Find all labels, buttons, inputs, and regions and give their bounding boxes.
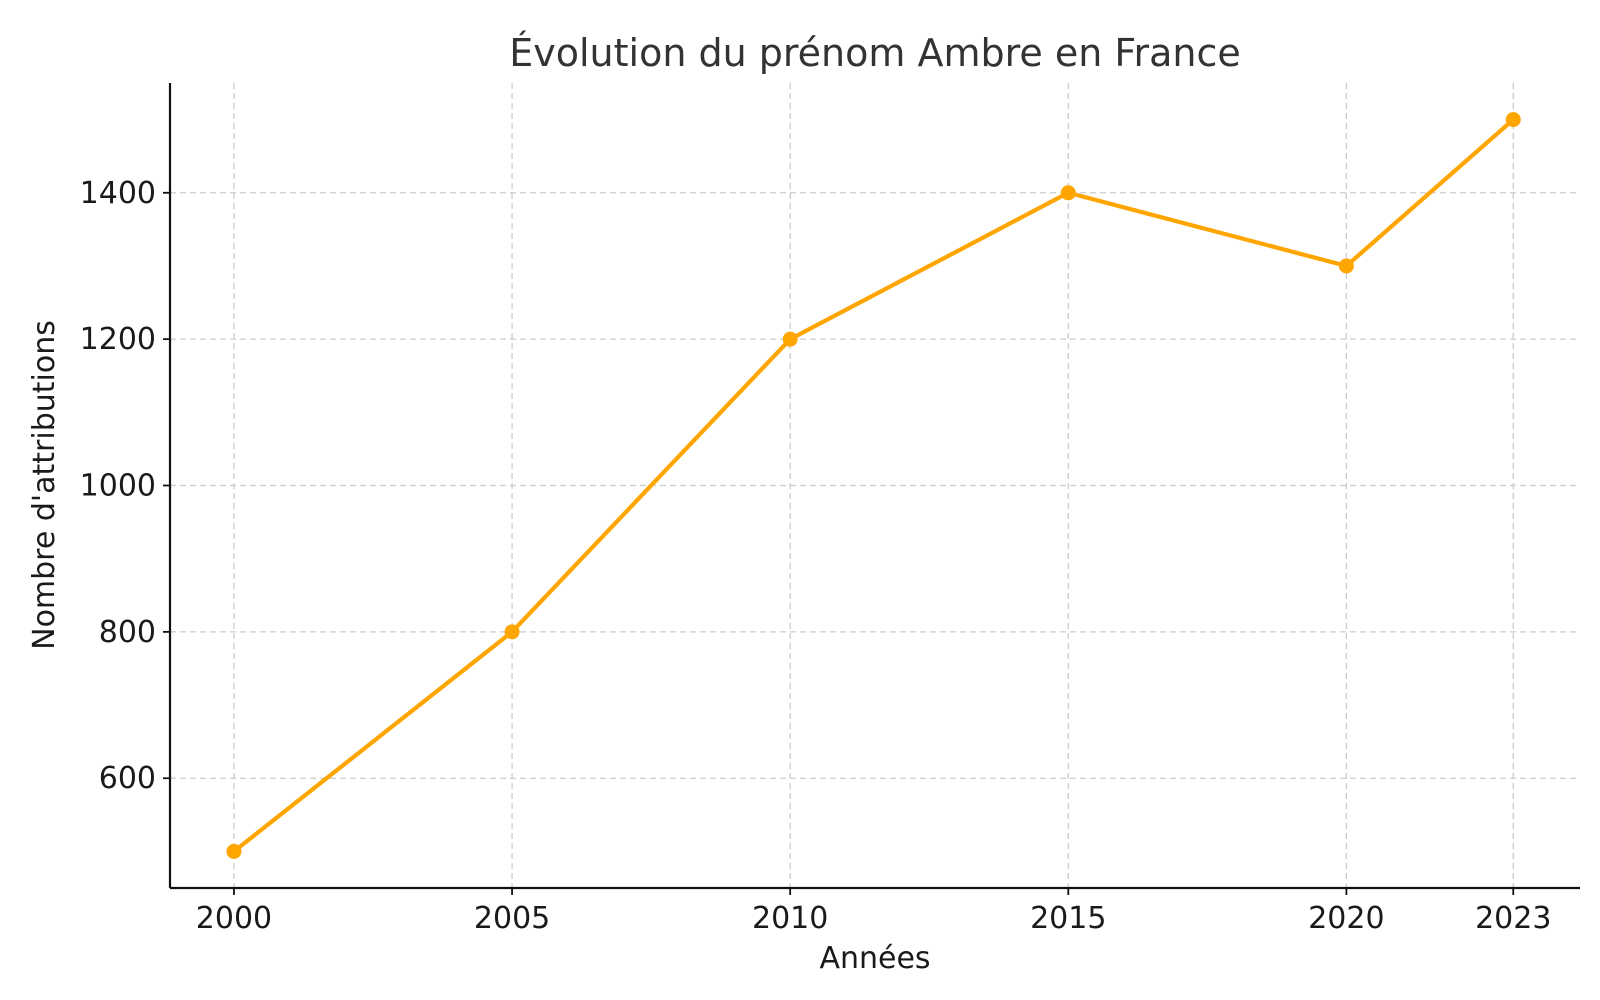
data-point xyxy=(1505,112,1521,128)
data-point xyxy=(226,843,242,859)
x-tick-label: 2020 xyxy=(1308,901,1384,936)
tick-layer: 2000 2005 2010 2015 2020 2023 600 800 1000 1200 14… xyxy=(80,176,1552,936)
chart-title: Évolution du prénom Ambre en France xyxy=(509,31,1241,75)
grid-layer xyxy=(170,83,1580,888)
data-point xyxy=(1060,185,1076,201)
series-layer xyxy=(226,112,1521,859)
x-tick-label: 2023 xyxy=(1475,901,1551,936)
x-tick-label: 2015 xyxy=(1030,901,1106,936)
y-axis-label: Nombre d'attributions xyxy=(27,320,62,650)
data-point xyxy=(1338,258,1354,274)
data-point xyxy=(504,624,520,640)
x-tick-label: 2010 xyxy=(752,901,828,936)
y-tick-label: 600 xyxy=(99,761,156,796)
series-line xyxy=(231,117,1516,854)
y-tick-label: 800 xyxy=(99,615,156,650)
x-axis-label: Années xyxy=(819,941,930,976)
x-tick-label: 2000 xyxy=(196,901,272,936)
y-tick-label: 1400 xyxy=(80,176,156,211)
y-tick-label: 1200 xyxy=(80,322,156,357)
y-tick-label: 1000 xyxy=(80,469,156,504)
x-tick-label: 2005 xyxy=(474,901,550,936)
data-point xyxy=(782,331,798,347)
